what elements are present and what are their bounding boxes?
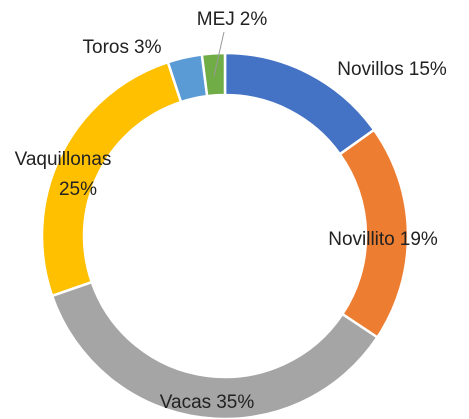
donut-segment xyxy=(200,51,227,98)
category-label: Vaquillonas xyxy=(15,149,112,170)
leader-line xyxy=(213,31,225,77)
value-label: 35% xyxy=(216,392,254,413)
category-label: Novillito xyxy=(328,229,395,250)
category-label: Novillos xyxy=(337,59,404,80)
donut-segment xyxy=(50,280,380,419)
data-label: Vacas 35% xyxy=(160,392,255,413)
data-label: Novillito 19% xyxy=(328,229,438,250)
value-label: 19% xyxy=(400,229,438,250)
data-label: Novillos 15% xyxy=(337,59,447,80)
category-label: Toros xyxy=(83,37,129,58)
value-label: 15% xyxy=(409,59,447,80)
data-label: MEJ 2% xyxy=(197,9,268,30)
value-label: 25% xyxy=(59,179,97,200)
category-label: Vacas xyxy=(160,392,211,413)
category-label: MEJ xyxy=(197,9,235,30)
value-label: 3% xyxy=(134,37,162,58)
data-label: Toros 3% xyxy=(83,37,162,58)
value-label: 2% xyxy=(240,9,268,30)
